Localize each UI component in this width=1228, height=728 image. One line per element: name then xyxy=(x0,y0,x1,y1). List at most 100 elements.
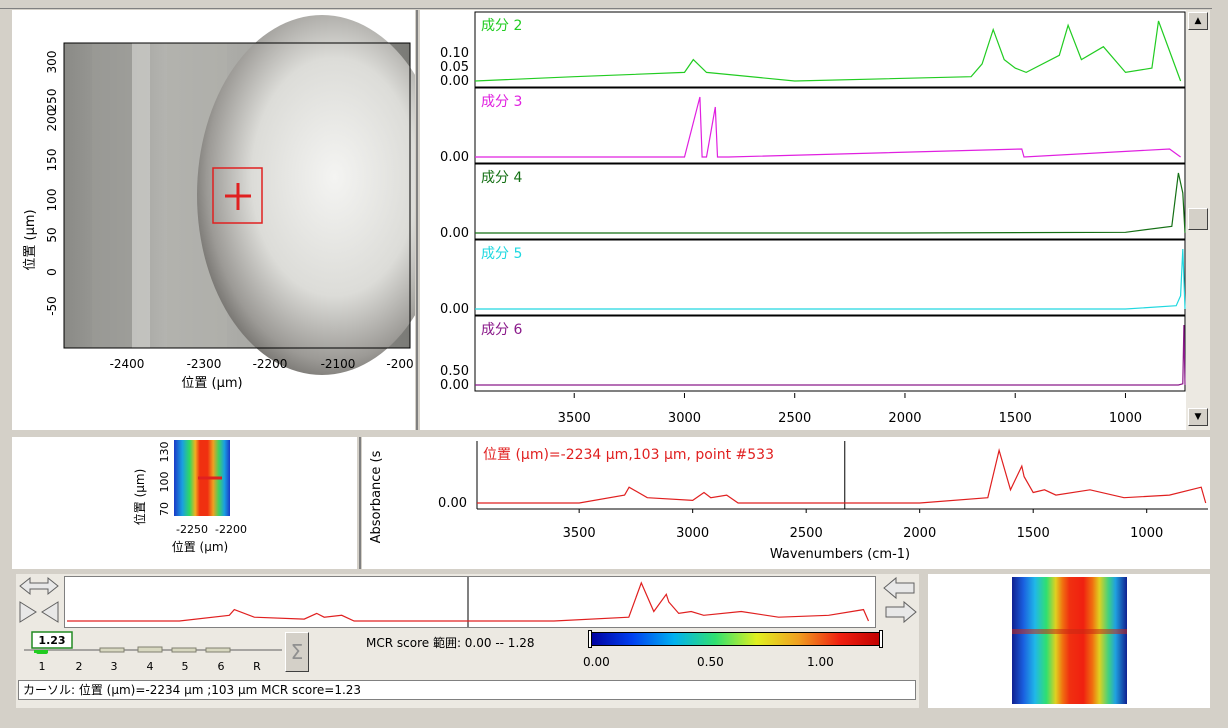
status-bar: カーソル: 位置 (µm)=-2234 µm ;103 µm MCR score… xyxy=(18,680,916,700)
component-ytick: 0.50 xyxy=(440,364,469,379)
component-plot-5[interactable]: 成分 5 0.00 xyxy=(440,239,1186,317)
mini-map-plot: 130 100 70 位置 (µm) -2250 -2200 位置 (µm) xyxy=(132,440,247,554)
image-ytick: 50 xyxy=(45,227,59,242)
mini-xtick: -2200 xyxy=(215,523,247,536)
component-line xyxy=(474,20,1182,82)
image-xtick: -2100 xyxy=(321,357,356,371)
component-ytick: 0.00 xyxy=(440,74,469,89)
component-xtick: 3500 xyxy=(558,411,591,426)
component-label: 成分 3 xyxy=(481,94,522,110)
component-xtick: 1500 xyxy=(999,411,1032,426)
colorbar-min-handle[interactable] xyxy=(588,630,592,648)
component-ytick: 0.00 xyxy=(440,302,469,317)
components-panel: 成分 2 0.10 0.05 0.00 成分 3 0.00 成分 4 0.00 成分 5 0.00… xyxy=(420,10,1210,430)
spectrum-xtick: 1500 xyxy=(1017,526,1050,541)
component-label: 成分 5 xyxy=(481,246,522,262)
mini-ytick: 70 xyxy=(158,502,171,516)
heatmap-cursor-row xyxy=(1012,629,1127,634)
spectrum-xtick: 3000 xyxy=(676,526,709,541)
spectrum-xtick: 2000 xyxy=(903,526,936,541)
tab-3[interactable]: 3 xyxy=(111,660,118,673)
scroll-thumb[interactable] xyxy=(1188,208,1208,230)
component-frame xyxy=(474,239,1186,316)
component-label: 成分 6 xyxy=(481,322,522,338)
component-line xyxy=(475,324,1186,386)
tab-4[interactable]: 4 xyxy=(147,660,154,673)
tab-1[interactable]: 1 xyxy=(39,660,46,673)
component-xtick: 3000 xyxy=(668,411,701,426)
spectrum-ytick: 0.00 xyxy=(438,496,467,511)
component-line xyxy=(475,172,1186,234)
overview-strip[interactable] xyxy=(64,576,876,628)
microscope-image[interactable] xyxy=(63,15,447,375)
navigation-arrows xyxy=(883,576,917,624)
image-y-ticks: 300 250 200 150 100 50 0 -50 xyxy=(45,51,59,316)
tab-5[interactable]: 5 xyxy=(182,660,189,673)
tab-6[interactable]: 6 xyxy=(218,660,225,673)
mini-xtick: -2250 xyxy=(176,523,208,536)
image-ytick: 250 xyxy=(45,89,59,112)
spectrum-cursor-label: 位置 (µm)=-2234 µm,103 µm, point #533 xyxy=(483,447,774,463)
score-colorbar[interactable] xyxy=(590,632,882,646)
score-heatmap[interactable] xyxy=(1012,577,1127,704)
component-plot-6[interactable]: 成分 6 0.500.00 xyxy=(440,315,1186,393)
image-ytick: 150 xyxy=(45,149,59,172)
component-xtick: 2000 xyxy=(888,411,921,426)
image-ylabel: 位置 (µm) xyxy=(23,209,38,270)
image-ytick: -50 xyxy=(45,296,59,316)
splitter-vertical-2[interactable] xyxy=(359,437,361,569)
tab-2[interactable]: 2 xyxy=(76,660,83,673)
component-plot-4[interactable]: 成分 4 0.00 xyxy=(440,163,1186,241)
selection-box[interactable] xyxy=(212,167,263,224)
component-tabs: 1.23 1 2 3 4 5 6 R xyxy=(22,630,310,674)
mini-y-ticks: 130 100 70 xyxy=(158,442,171,517)
spectrum-xtick: 2500 xyxy=(790,526,823,541)
tab-value: 1.23 xyxy=(38,634,65,647)
tab-value-box[interactable] xyxy=(31,631,73,649)
spectrum-panel: 位置 (µm)=-2234 µm,103 µm, point #533 0.00 A… xyxy=(362,437,1210,569)
colorbar-max-handle[interactable] xyxy=(879,630,883,648)
component-ytick: 0.05 xyxy=(440,60,469,75)
arrow-right-icon[interactable] xyxy=(885,600,917,624)
crosshair-icon xyxy=(225,183,251,210)
components-scrollbar[interactable]: ▲ ▼ xyxy=(1186,10,1210,430)
sum-button[interactable]: Σ xyxy=(285,632,309,672)
component-plot-3[interactable]: 成分 3 0.00 xyxy=(440,87,1186,165)
component-plot-2[interactable]: 成分 2 0.100.050.00 xyxy=(440,11,1186,89)
spectrum-line xyxy=(477,447,1207,504)
mini-ytick: 130 xyxy=(158,442,171,463)
component-frame xyxy=(474,163,1186,240)
component-frame xyxy=(474,87,1186,164)
component-frame xyxy=(474,11,1186,88)
overview-plot xyxy=(67,577,870,627)
expand-horizontal-icon[interactable] xyxy=(19,576,59,596)
colorbar-tick: 0.50 xyxy=(697,655,724,669)
image-ytick: 100 xyxy=(45,189,59,212)
image-xtick: -200 xyxy=(386,357,413,371)
image-xlabel: 位置 (µm) xyxy=(181,376,242,391)
window-bottom-edge xyxy=(0,710,1228,728)
tab-R[interactable]: R xyxy=(253,660,261,673)
image-x-ticks: -2400 -2300 -2200 -2100 -200 xyxy=(110,357,414,371)
scroll-down-button[interactable]: ▼ xyxy=(1188,408,1208,426)
image-ytick: 0 xyxy=(45,268,59,276)
image-xtick: -2400 xyxy=(110,357,145,371)
image-plot: 300 250 200 150 100 50 0 -50 位置 (µm) -24… xyxy=(23,15,447,391)
splitter-vertical[interactable] xyxy=(416,10,418,430)
sigma-icon: Σ xyxy=(290,640,304,664)
spectrum-xtick: 3500 xyxy=(563,526,596,541)
component-label: 成分 2 xyxy=(481,18,522,34)
mini-ytick: 100 xyxy=(158,472,171,493)
overview-line xyxy=(67,581,870,622)
scroll-up-button[interactable]: ▲ xyxy=(1188,12,1208,30)
colorbar-tick: 1.00 xyxy=(807,655,834,669)
image-ytick: 300 xyxy=(45,51,59,74)
collapse-horizontal-icon[interactable] xyxy=(19,601,59,623)
component-line xyxy=(475,96,1181,158)
colorbar-tick: 0.00 xyxy=(583,655,610,669)
window-right-edge xyxy=(1212,8,1228,728)
spectrum-xtick: 1000 xyxy=(1130,526,1163,541)
arrow-left-icon[interactable] xyxy=(883,576,915,600)
score-range-label: MCR score 範囲: 0.00 -- 1.28 xyxy=(366,636,535,650)
